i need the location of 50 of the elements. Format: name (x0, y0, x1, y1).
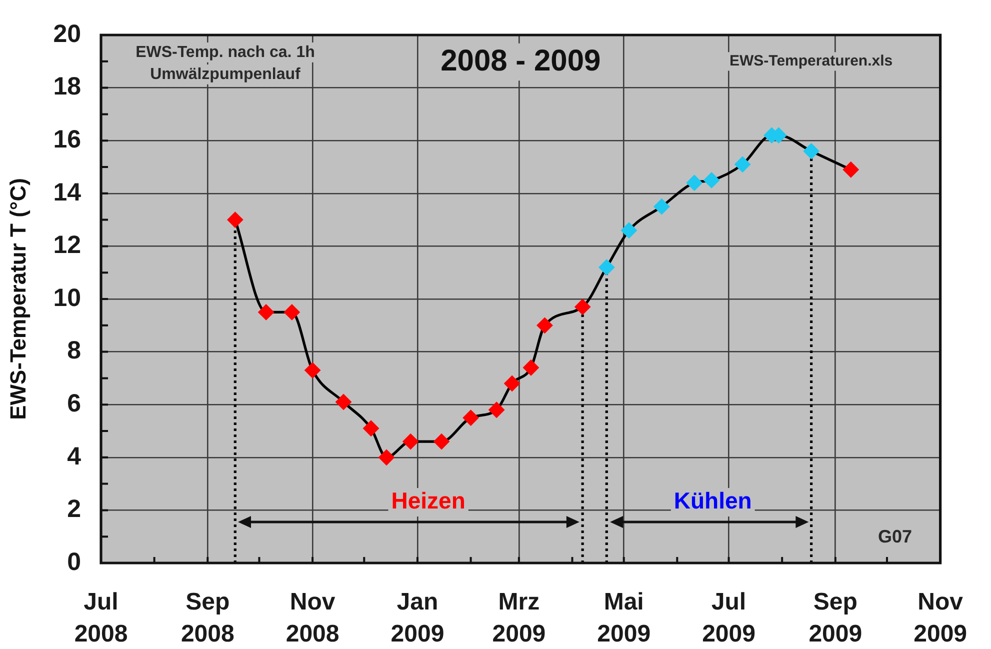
point (686, 174, 702, 191)
x-tick-label: Sep 2008 (180, 588, 234, 648)
y-tick-label: 0 (67, 548, 81, 576)
point (227, 212, 244, 228)
point (621, 222, 638, 238)
x-tick-label: Nov 2009 (914, 588, 967, 648)
y-tick-label: 8 (67, 336, 82, 365)
y-tick-label: 16 (53, 125, 81, 154)
point (434, 434, 450, 450)
annotation: EWS-Temperaturen.xls (729, 52, 893, 70)
y-tick-label: 6 (67, 389, 81, 418)
point (462, 410, 479, 426)
y-tick-label: 10 (53, 284, 81, 312)
y-tick-label: 14 (53, 178, 82, 206)
point (598, 259, 615, 276)
point (654, 198, 670, 215)
annotation: Heizen (391, 488, 466, 514)
point (402, 434, 419, 450)
point (504, 375, 520, 392)
y-axis-title: EWS-Temperatur T (°C) (5, 178, 30, 420)
x-tick-label: Sep 2009 (808, 588, 862, 648)
y-tick-label: 18 (53, 72, 82, 101)
annotation: EWS-Temp. nach ca. 1h Umwälzpumpenlauf (136, 44, 315, 83)
annotation: G07 (878, 526, 912, 547)
y-tick-label: 20 (53, 20, 81, 48)
x-tick-label: Jul 2008 (74, 588, 128, 648)
x-tick-label: Jul 2009 (702, 588, 756, 648)
point (536, 317, 553, 334)
y-tick-label: 4 (67, 442, 82, 470)
x-tick-label: Nov 2008 (286, 588, 340, 648)
y-tick-label: 2 (67, 495, 81, 524)
point (803, 143, 820, 160)
point (336, 394, 352, 410)
point (734, 156, 751, 172)
point (488, 402, 505, 418)
x-tick-label: Mrz 2009 (492, 588, 546, 648)
point (378, 449, 394, 466)
point (842, 162, 859, 178)
x-tick-label: Mai 2009 (597, 588, 651, 648)
chart-title: 2008 - 2009 (440, 44, 601, 78)
point (704, 172, 720, 188)
point (304, 362, 321, 378)
y-tick-label: 12 (53, 231, 81, 260)
annotation: Kühlen (674, 488, 752, 514)
point (574, 298, 591, 315)
point (258, 304, 274, 320)
point (284, 304, 300, 320)
point (522, 360, 539, 376)
point (363, 420, 380, 436)
x-tick-label: Jan 2009 (390, 588, 444, 648)
